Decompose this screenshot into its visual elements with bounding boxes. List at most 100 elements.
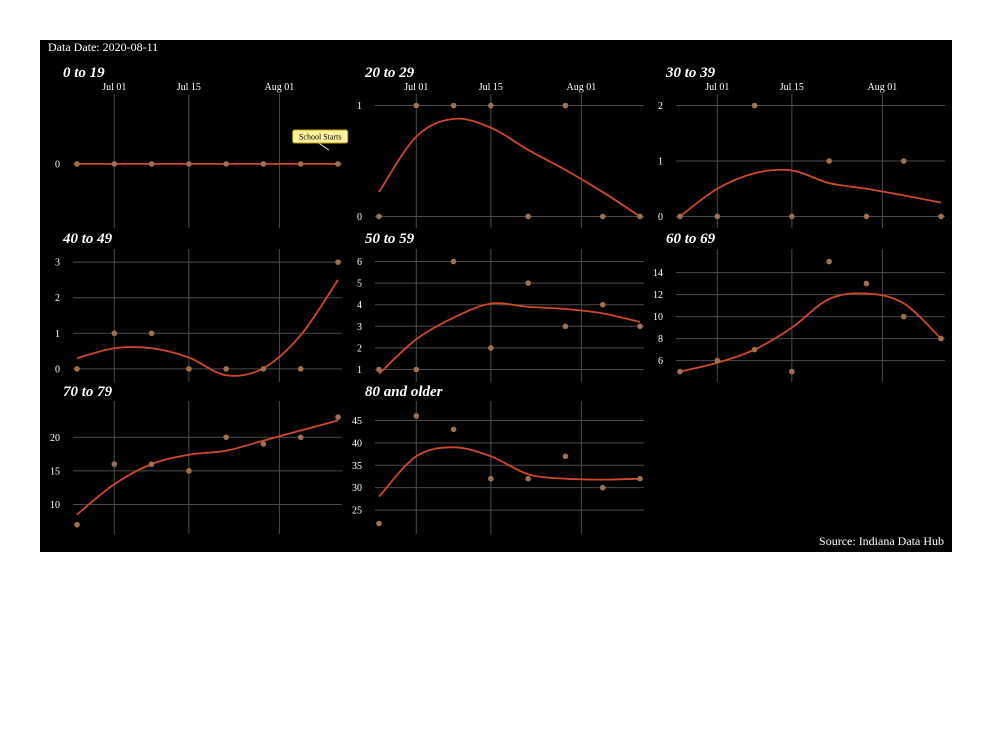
data-point: [450, 258, 457, 265]
y-tick-label: 0: [55, 364, 60, 375]
y-tick-label: 3: [357, 322, 362, 333]
y-tick-label: 45: [352, 416, 362, 427]
data-point: [599, 301, 606, 308]
x-tick-label: Jul 15: [479, 82, 503, 93]
data-point: [450, 426, 457, 433]
data-point: [599, 484, 606, 491]
y-tick-label: 12: [653, 290, 663, 301]
y-tick-label: 1: [357, 101, 362, 112]
y-tick-label: 2: [357, 343, 362, 354]
annotation-box: [292, 129, 349, 144]
data-point: [376, 520, 382, 527]
data-point: [335, 414, 341, 420]
data-point: [148, 161, 155, 167]
data-point: [186, 161, 192, 167]
data-point: [413, 413, 420, 419]
y-tick-label: 1: [55, 329, 60, 340]
data-point: [900, 158, 907, 164]
panel-title: 60 to 69: [666, 231, 716, 247]
y-tick-label: 14: [653, 268, 663, 279]
data-point: [525, 475, 531, 482]
data-point: [148, 330, 155, 337]
data-point: [677, 368, 683, 375]
trend-line: [679, 168, 942, 218]
data-point: [863, 280, 870, 287]
panel-title: 70 to 79: [63, 384, 113, 400]
panel-title: 80 and older: [365, 384, 443, 400]
data-point: [525, 213, 531, 220]
y-tick-label: 10: [50, 500, 60, 511]
y-tick-label: 6: [658, 356, 663, 367]
y-tick-label: 1: [658, 157, 663, 168]
data-point: [223, 434, 229, 441]
data-point: [789, 213, 795, 220]
data-point: [260, 161, 267, 167]
data-point: [863, 213, 870, 220]
panel-title: 40 to 49: [62, 231, 113, 247]
data-point: [714, 213, 721, 220]
data-point: [488, 345, 494, 351]
x-tick-label: Aug 01: [265, 82, 295, 93]
panel-60-to-69: 6 8 10 12 14 60 to 69: [653, 231, 945, 382]
data-point: [74, 366, 80, 372]
data-point: [562, 453, 569, 460]
data-point: [111, 330, 118, 337]
data-point: [599, 213, 606, 220]
trend-line: [76, 279, 339, 377]
data-point: [148, 461, 155, 467]
data-point: [789, 368, 795, 375]
data-point: [938, 213, 944, 220]
trend-line: [76, 419, 339, 516]
y-tick-label: 0: [658, 212, 663, 223]
data-point: [714, 357, 721, 364]
panel-title: 30 to 39: [665, 65, 716, 81]
data-point: [413, 102, 420, 109]
data-point: [186, 366, 192, 372]
x-tick-label: Jul 01: [102, 82, 126, 93]
data-point: [637, 475, 643, 482]
panel-50-to-59: 1 2 3 4 5 650 to 59: [357, 231, 644, 382]
data-point: [562, 323, 569, 330]
data-point: [74, 161, 80, 167]
y-tick-label: 15: [50, 466, 60, 477]
data-point: [488, 102, 494, 109]
data-point: [223, 366, 229, 372]
data-point: [751, 346, 758, 353]
x-tick-label: Jul 15: [177, 82, 201, 93]
y-tick-label: 30: [352, 483, 362, 494]
data-point: [637, 323, 643, 330]
panel-0-to-19: Jul 01 Jul 15 Aug 01 0 0 to 19 School Starts: [55, 65, 349, 228]
data-point: [186, 468, 192, 474]
annotation-leader: [318, 142, 329, 151]
data-point: [562, 102, 569, 109]
data-point: [111, 461, 118, 467]
y-tick-label: 5: [357, 279, 362, 290]
panel-20-to-29: Jul 01 Jul 15 Aug 01 0 1 20 to 29: [357, 65, 644, 228]
y-tick-label: 1: [357, 365, 362, 376]
data-point: [260, 366, 267, 372]
data-point: [826, 158, 832, 164]
panel-title: 50 to 59: [365, 231, 415, 247]
y-tick-label: 25: [352, 506, 362, 517]
y-tick-label: 35: [352, 461, 362, 472]
y-tick-label: 10: [653, 312, 663, 323]
data-point: [900, 313, 907, 320]
x-tick-label: Jul 15: [780, 82, 804, 93]
data-point: [335, 161, 341, 167]
data-point: [297, 366, 304, 372]
y-tick-label: 0: [55, 159, 60, 170]
data-point: [677, 213, 683, 220]
trend-line: [378, 446, 641, 498]
data-point: [376, 213, 382, 220]
data-point: [223, 161, 229, 167]
data-point: [938, 335, 944, 342]
data-point: [637, 213, 643, 220]
panel-40-to-49: 0 1 2 340 to 49: [55, 231, 342, 382]
y-tick-label: 2: [55, 293, 60, 304]
trend-line: [378, 302, 641, 375]
data-point: [297, 434, 304, 441]
y-tick-label: 8: [658, 334, 663, 345]
panel-title: 0 to 19: [63, 65, 105, 81]
data-date-label: Data Date: 2020-08-11: [48, 40, 159, 54]
